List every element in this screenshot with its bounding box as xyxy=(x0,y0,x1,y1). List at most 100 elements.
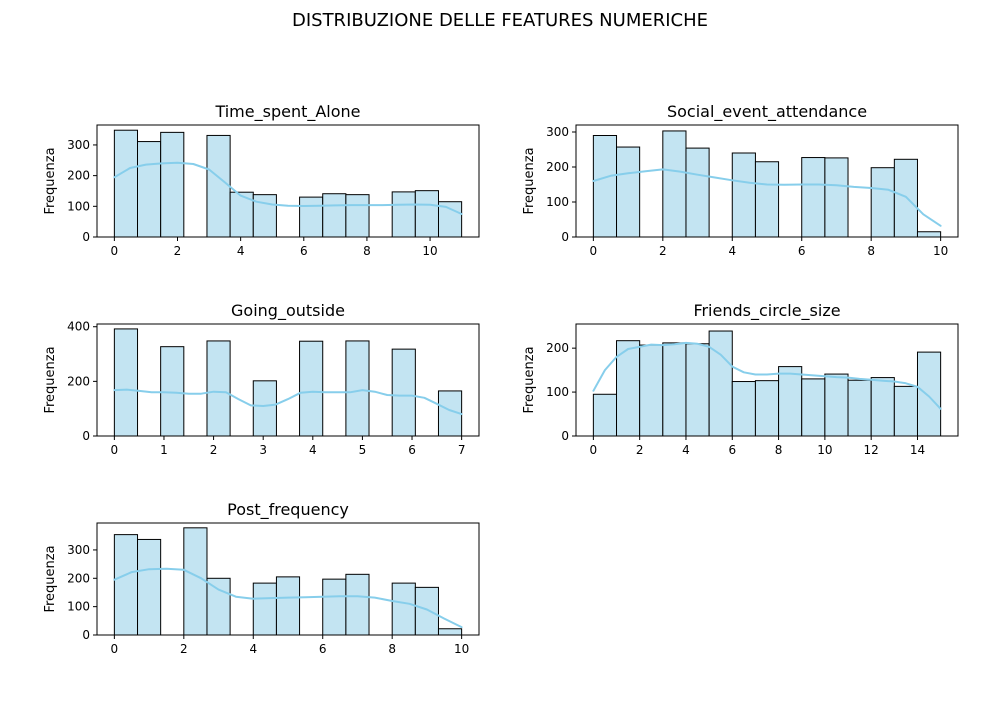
y-tick-label: 100 xyxy=(546,195,569,209)
x-tick-label: 4 xyxy=(237,244,245,258)
x-tick-label: 0 xyxy=(111,443,119,457)
histogram-bar xyxy=(113,534,139,636)
histogram-bar xyxy=(916,351,942,437)
histogram-bar xyxy=(916,231,942,238)
histogram-bar xyxy=(893,385,918,437)
x-tick-label: 4 xyxy=(309,443,317,457)
histogram-bar xyxy=(824,157,849,238)
histogram-bar xyxy=(592,393,618,437)
y-tick-label: 200 xyxy=(546,160,569,174)
histogram-bar xyxy=(685,147,710,238)
x-tick-label: 6 xyxy=(798,244,806,258)
y-tick-label: 0 xyxy=(82,230,90,244)
axes-frame xyxy=(575,323,959,437)
subplot: 0 2 4 6 8 10 12 14 0 100 200 Friends_circle_size Fre… xyxy=(522,301,959,457)
histogram-bar xyxy=(206,340,231,437)
kde-line xyxy=(592,168,942,227)
histogram-bar xyxy=(662,342,687,437)
histogram-bar xyxy=(731,152,756,238)
histogram-bar xyxy=(137,538,162,636)
histogram-bar xyxy=(414,190,439,238)
x-tick-label: 10 xyxy=(933,244,948,258)
x-tick-label: 10 xyxy=(454,642,469,656)
histogram-bar xyxy=(639,344,664,437)
x-tick-label: 6 xyxy=(300,244,308,258)
subplot-title: Going_outside xyxy=(231,301,345,321)
histogram-bar xyxy=(731,381,756,437)
x-tick-label: 7 xyxy=(458,443,466,457)
x-tick-label: 2 xyxy=(636,443,644,457)
histogram-bar xyxy=(345,573,370,636)
subplot: 0 1 2 3 4 5 6 7 0 200 400 Going_outside Frequenza xyxy=(43,301,480,457)
y-tick-label: 300 xyxy=(67,138,90,152)
histogram-bar xyxy=(391,582,416,636)
histogram-bar xyxy=(824,373,849,437)
histogram-bar xyxy=(801,157,826,238)
y-axis-label: Frequenza xyxy=(43,147,58,214)
y-tick-label: 200 xyxy=(546,341,569,355)
subplot-title: Post_frequency xyxy=(227,500,349,520)
y-axis-label: Frequenza xyxy=(522,147,537,214)
kde-line xyxy=(113,161,463,215)
x-tick-label: 8 xyxy=(363,244,371,258)
histogram-bar xyxy=(391,348,416,437)
figure-title: DISTRIBUZIONE DELLE FEATURES NUMERICHE xyxy=(291,10,709,31)
y-tick-label: 0 xyxy=(82,628,90,642)
histogram-bar xyxy=(252,380,277,437)
y-axis-label: Frequenza xyxy=(43,346,58,413)
y-tick-label: 300 xyxy=(67,543,90,557)
y-tick-label: 300 xyxy=(546,125,569,139)
kde-line xyxy=(113,567,463,629)
x-tick-label: 8 xyxy=(867,244,875,258)
y-axis-label: Frequenza xyxy=(43,545,58,612)
histogram-bar xyxy=(275,576,301,636)
x-tick-label: 14 xyxy=(910,443,925,457)
x-tick-label: 4 xyxy=(728,244,736,258)
y-tick-label: 200 xyxy=(67,374,90,388)
y-tick-label: 400 xyxy=(67,320,90,334)
x-tick-label: 10 xyxy=(817,443,832,457)
x-tick-label: 4 xyxy=(682,443,690,457)
kde-line xyxy=(113,388,463,416)
histogram-bar xyxy=(592,135,618,238)
histogram-bar xyxy=(299,340,324,437)
histogram-bar xyxy=(870,377,895,437)
histogram-bar xyxy=(322,578,347,636)
x-tick-label: 2 xyxy=(180,642,188,656)
histogram-bar xyxy=(708,330,733,437)
histogram-bar xyxy=(252,582,277,636)
x-tick-label: 10 xyxy=(422,244,437,258)
histogram-bar xyxy=(206,577,231,636)
y-tick-label: 0 xyxy=(82,429,90,443)
histogram-bar xyxy=(685,343,710,437)
histogram-bar xyxy=(847,379,872,437)
x-tick-label: 6 xyxy=(319,642,327,656)
y-tick-label: 0 xyxy=(561,230,569,244)
x-tick-label: 4 xyxy=(249,642,257,656)
x-tick-label: 1 xyxy=(160,443,168,457)
y-tick-label: 200 xyxy=(67,169,90,183)
histogram-bar xyxy=(160,131,185,238)
y-tick-label: 0 xyxy=(561,429,569,443)
histogram-bar xyxy=(113,328,139,437)
histogram-bar xyxy=(391,191,416,238)
x-tick-label: 8 xyxy=(388,642,396,656)
x-tick-label: 12 xyxy=(864,443,879,457)
histogram-bar xyxy=(662,130,687,238)
x-tick-label: 3 xyxy=(259,443,267,457)
x-tick-label: 0 xyxy=(590,244,598,258)
histogram-bar xyxy=(754,380,780,437)
y-tick-label: 200 xyxy=(67,571,90,585)
y-axis-label: Frequenza xyxy=(522,346,537,413)
histogram-bar xyxy=(414,586,439,636)
histogram-bar xyxy=(113,129,139,238)
histogram-bar xyxy=(754,161,780,238)
histogram-bar xyxy=(322,193,347,238)
x-tick-label: 2 xyxy=(174,244,182,258)
histogram-bar xyxy=(299,196,324,238)
y-tick-label: 100 xyxy=(67,199,90,213)
kde-line xyxy=(592,341,942,410)
